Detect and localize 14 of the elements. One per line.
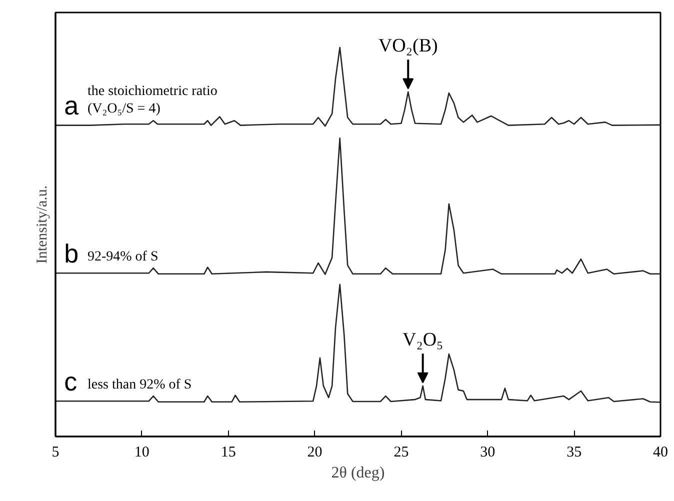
x-tick-label: 40: [653, 444, 668, 460]
x-tick-label: 25: [394, 444, 409, 460]
series-label: c less than 92% of S: [64, 366, 192, 396]
y-axis-title: Intensity/a.u.: [34, 185, 50, 264]
x-tick-label: 15: [220, 444, 236, 460]
x-axis-title: 2θ (deg): [331, 464, 385, 482]
series-label: b 92-94% of S: [64, 238, 158, 268]
annotation: V₂O₅: [402, 330, 444, 351]
x-tick-label: 35: [566, 444, 582, 460]
x-tick-label: 30: [480, 444, 496, 460]
x-tick-label: 20: [307, 444, 322, 460]
x-tick-label: 10: [134, 444, 150, 460]
annotation: VO₂(B): [378, 35, 438, 56]
x-tick-label: 5: [52, 444, 60, 460]
